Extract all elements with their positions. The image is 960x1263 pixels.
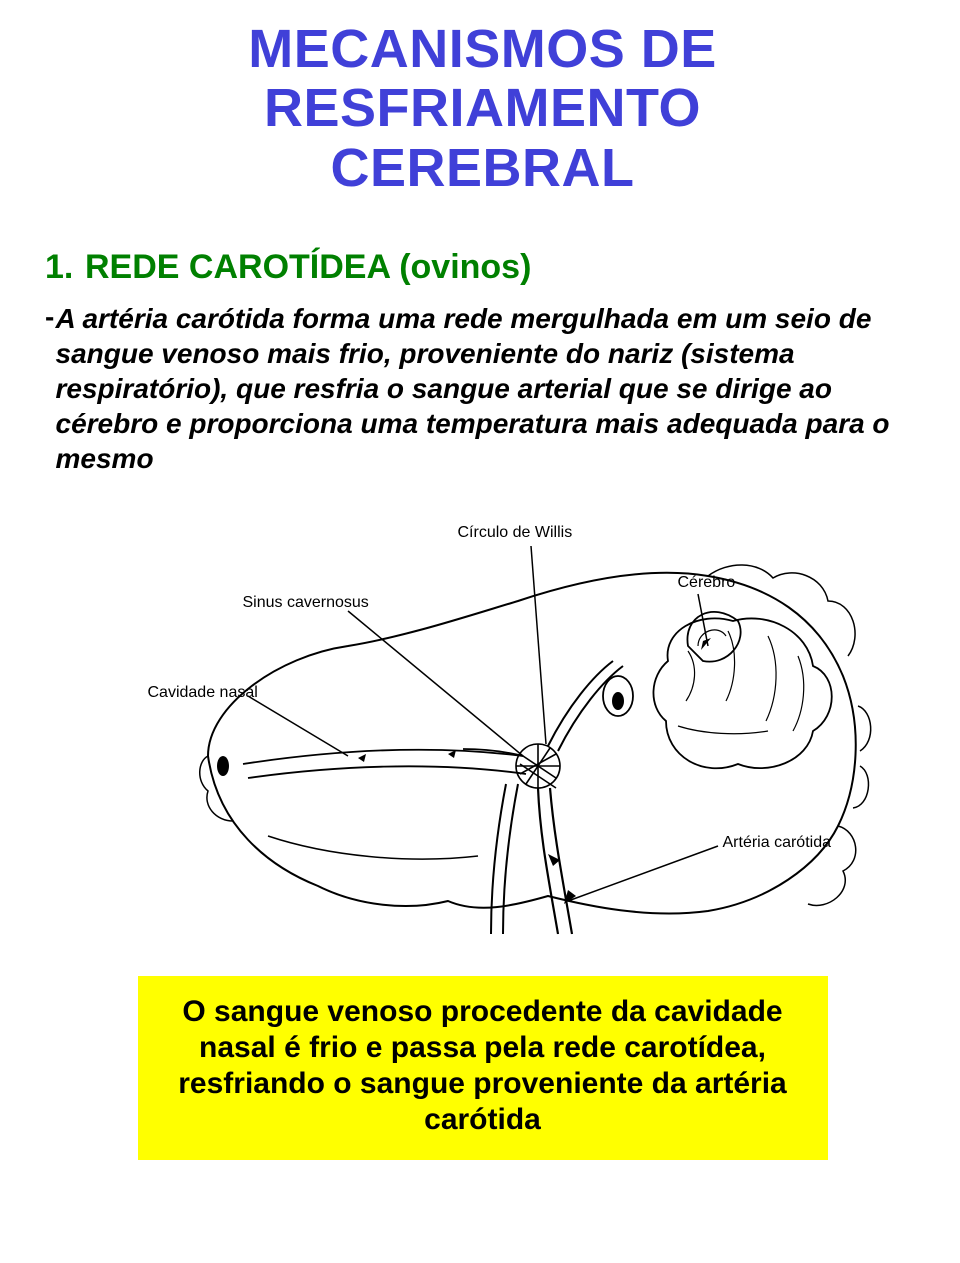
highlight-box: O sangue venoso procedente da cavidade n…: [138, 976, 828, 1160]
section-body-row: - A artéria carótida forma uma rede merg…: [45, 301, 920, 476]
page-title: MECANISMOS DE RESFRIAMENTO CEREBRAL: [45, 20, 920, 198]
section-number: 1.: [45, 248, 85, 287]
section-heading-row: 1. REDE CAROTÍDEA (ovinos): [45, 248, 920, 287]
title-line-1: MECANISMOS DE RESFRIAMENTO: [248, 19, 717, 138]
label-cerebro: Cérebro: [678, 574, 736, 592]
label-arteria: Artéria carótida: [723, 834, 832, 852]
page-root: MECANISMOS DE RESFRIAMENTO CEREBRAL 1. R…: [0, 0, 960, 1190]
diagram-svg: [48, 506, 918, 936]
section-body-text: A artéria carótida forma uma rede mergul…: [56, 301, 921, 476]
label-cavidade: Cavidade nasal: [148, 684, 258, 702]
sheep-head-diagram: Círculo de Willis Sinus cavernosus Céreb…: [48, 506, 918, 936]
body-dash: -: [45, 301, 56, 476]
title-line-2: CEREBRAL: [330, 138, 634, 198]
label-sinus: Sinus cavernosus: [243, 594, 369, 612]
label-willis: Círculo de Willis: [458, 524, 573, 542]
highlight-text: O sangue venoso procedente da cavidade n…: [152, 994, 814, 1138]
section-heading: REDE CAROTÍDEA (ovinos): [85, 248, 531, 287]
